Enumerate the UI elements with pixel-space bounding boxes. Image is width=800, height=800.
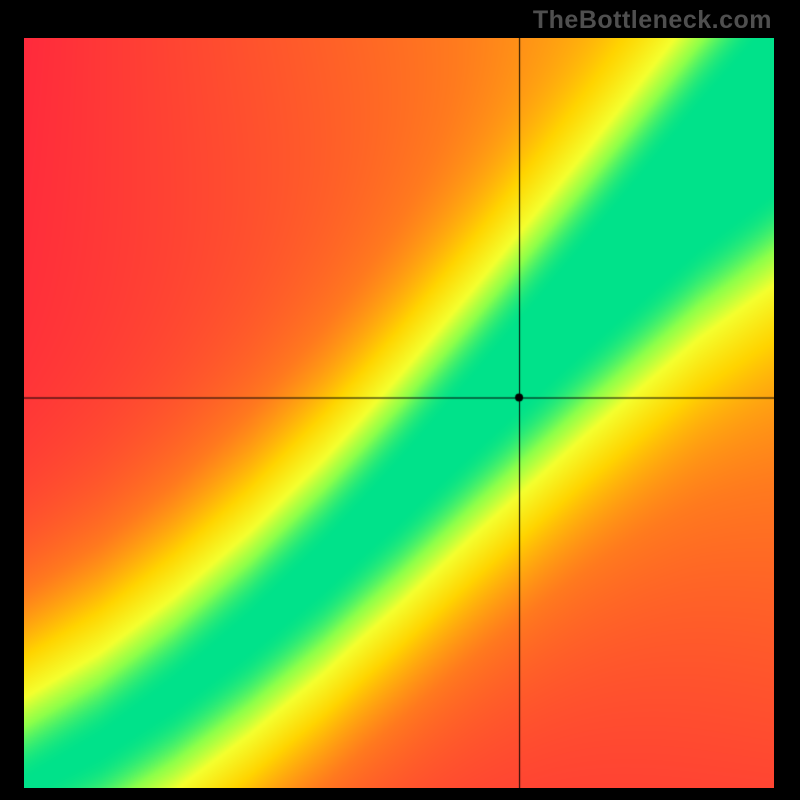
bottleneck-heatmap — [24, 38, 774, 788]
watermark-text: TheBottleneck.com — [533, 6, 772, 35]
